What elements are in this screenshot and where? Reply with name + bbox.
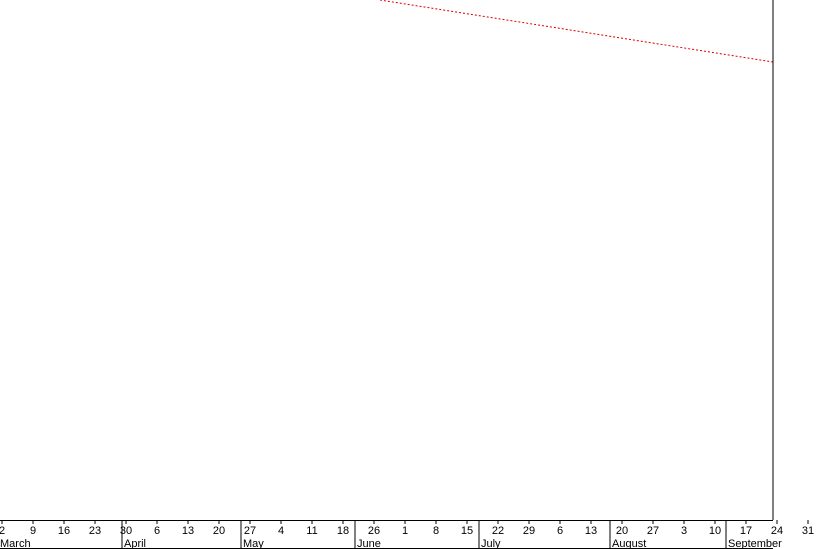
x-tick-label: 20 [616, 525, 628, 537]
x-month-label: May [243, 538, 264, 549]
x-tick-label: 20 [213, 525, 225, 537]
x-tick-label: 30 [120, 525, 132, 537]
x-month-label: August [612, 538, 646, 549]
x-month-label: July [481, 538, 501, 549]
x-month-label: June [357, 538, 381, 549]
x-tick-label: 22 [492, 525, 504, 537]
trendlines-layer [379, 0, 774, 63]
x-tick-label: 13 [585, 525, 597, 537]
x-tick-label: 15 [461, 525, 473, 537]
x-tick-label: 16 [58, 525, 70, 537]
x-tick-label: 13 [182, 525, 194, 537]
x-tick-label: 24 [771, 525, 783, 537]
x-tick-label: 11 [306, 525, 317, 537]
x-month-label: March [0, 538, 31, 549]
x-tick-label: 6 [154, 525, 160, 537]
x-tick-label: 3 [681, 525, 687, 537]
x-tick-label: 4 [278, 525, 284, 537]
x-month-label: September [728, 538, 782, 549]
x-tick-label: 1 [402, 525, 408, 537]
x-tick-label: 17 [740, 525, 752, 537]
x-tick-label: 2 [0, 525, 5, 537]
x-tick-label: 29 [523, 525, 535, 537]
x-tick-label: 10 [709, 525, 721, 537]
x-tick-label: 6 [557, 525, 563, 537]
x-tick-label: 27 [244, 525, 256, 537]
x-tick-label: 9 [30, 525, 36, 537]
resistance-line [379, 0, 774, 63]
x-tick-label: 27 [647, 525, 659, 537]
x-tick-label: 31 [802, 525, 814, 537]
x-month-label: April [124, 538, 146, 549]
x-tick-label: 8 [433, 525, 439, 537]
x-tick-label: 23 [89, 525, 101, 537]
x-tick-label: 26 [368, 525, 380, 537]
x-tick-label: 18 [337, 525, 349, 537]
